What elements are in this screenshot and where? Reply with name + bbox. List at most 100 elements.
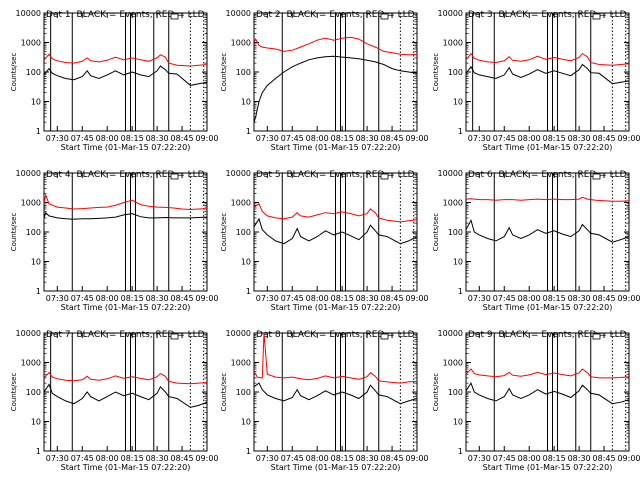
y-tick-label: 1 [36, 287, 41, 296]
y-tick-label: 10 [453, 98, 463, 107]
series-line-red [465, 368, 630, 379]
legend-box [592, 333, 601, 340]
y-tick-label: 10 [453, 418, 463, 427]
x-tick-label: 08:00 [306, 454, 329, 463]
series-line-black [465, 63, 630, 85]
series-line-red [253, 203, 418, 223]
series-line-red [43, 193, 208, 211]
y-tick-label: 10000 [226, 9, 251, 18]
y-tick-label: 100 [236, 388, 251, 397]
x-tick-label: 08:45 [171, 454, 194, 463]
x-tick-label: 08:30 [356, 454, 379, 463]
y-tick-label: 10 [31, 418, 41, 427]
x-tick-label: 08:00 [306, 134, 329, 143]
x-tick-label: 09:00 [195, 134, 218, 143]
y-tick-label: 1 [246, 127, 251, 136]
x-tick-label: 08:00 [306, 294, 329, 303]
y-tick-label: 100 [448, 388, 463, 397]
legend-box [380, 173, 389, 180]
legend-box [170, 333, 179, 340]
series-line-black [253, 382, 418, 405]
x-tick-label: 07:30 [256, 134, 279, 143]
chart-panel: Det 6: BLACK = Events, RED = LLD11010010… [432, 169, 640, 312]
legend-box [170, 13, 179, 20]
x-tick-label: 09:00 [405, 134, 428, 143]
series-line-red [253, 332, 418, 384]
series-line-red [43, 371, 208, 385]
x-tick-label: 07:45 [493, 134, 516, 143]
y-tick-label: 1 [36, 447, 41, 456]
x-tick-label: 07:45 [493, 454, 516, 463]
x-tick-label: 07:30 [46, 134, 69, 143]
y-tick-label: 10000 [438, 169, 463, 178]
x-tick-label: 08:15 [121, 454, 144, 463]
y-tick-label: 1 [458, 127, 463, 136]
y-tick-label: 1 [246, 287, 251, 296]
x-tick-label: 08:45 [593, 294, 616, 303]
x-tick-label: 08:00 [96, 454, 119, 463]
y-tick-label: 10000 [16, 9, 41, 18]
y-axis-label: Counts/sec [10, 373, 18, 412]
x-axis-label: Start Time (01-Mar-15 07:22:20) [483, 303, 613, 312]
x-tick-label: 08:15 [121, 294, 144, 303]
y-axis-label: Counts/sec [220, 373, 228, 412]
y-tick-label: 1000 [21, 39, 41, 48]
y-tick-label: 1000 [443, 359, 463, 368]
chart-panel: Det 9: BLACK = Events, RED = LLD11010010… [432, 329, 640, 472]
x-axis-label: Start Time (01-Mar-15 07:22:20) [483, 143, 613, 152]
series-line-red [465, 196, 630, 202]
x-tick-label: 08:00 [518, 134, 541, 143]
x-tick-label: 07:45 [281, 454, 304, 463]
y-axis-label: Counts/sec [220, 53, 228, 92]
y-tick-label: 1000 [231, 199, 251, 208]
x-axis-label: Start Time (01-Mar-15 07:22:20) [271, 463, 401, 472]
y-tick-label: 10 [241, 418, 251, 427]
chart-panel: Det 5: BLACK = Events, RED = LLD11010010… [220, 169, 429, 312]
x-tick-label: 08:15 [543, 294, 566, 303]
x-tick-label: 09:00 [617, 134, 640, 143]
x-axis-label: Start Time (01-Mar-15 07:22:20) [271, 303, 401, 312]
y-axis-label: Counts/sec [220, 213, 228, 252]
x-tick-label: 07:45 [281, 294, 304, 303]
x-tick-label: 07:45 [281, 134, 304, 143]
x-tick-label: 07:30 [46, 454, 69, 463]
chart-panel: Det 8: BLACK = Events, RED = LLD11010010… [220, 329, 429, 472]
y-tick-label: 10000 [438, 329, 463, 338]
x-tick-label: 09:00 [405, 454, 428, 463]
series-line-black [253, 55, 418, 123]
x-tick-label: 07:30 [256, 454, 279, 463]
y-axis-label: Counts/sec [10, 53, 18, 92]
chart-panel: Det 3: BLACK = Events, RED = LLD11010010… [432, 9, 640, 152]
x-tick-label: 07:30 [46, 294, 69, 303]
x-tick-label: 08:30 [146, 134, 169, 143]
y-tick-label: 10000 [16, 329, 41, 338]
y-tick-label: 10 [31, 98, 41, 107]
legend-box [170, 173, 179, 180]
chart-panel: Det 2: BLACK = Events, RED = LLD11010010… [220, 9, 429, 152]
y-tick-label: 1 [246, 447, 251, 456]
y-tick-label: 10000 [438, 9, 463, 18]
x-tick-label: 08:00 [518, 454, 541, 463]
y-tick-label: 100 [26, 68, 41, 77]
y-tick-label: 10 [241, 98, 251, 107]
x-tick-label: 07:30 [468, 454, 491, 463]
x-axis-label: Start Time (01-Mar-15 07:22:20) [61, 143, 191, 152]
y-tick-label: 1 [458, 447, 463, 456]
x-axis-label: Start Time (01-Mar-15 07:22:20) [61, 463, 191, 472]
chart-panel: Det 4: BLACK = Events, RED = LLD11010010… [10, 169, 219, 312]
y-tick-label: 1000 [443, 199, 463, 208]
x-tick-label: 07:45 [71, 134, 94, 143]
y-tick-label: 100 [448, 228, 463, 237]
x-tick-label: 07:45 [493, 294, 516, 303]
x-tick-label: 08:30 [568, 134, 591, 143]
x-tick-label: 08:15 [331, 454, 354, 463]
y-tick-label: 1 [458, 287, 463, 296]
x-axis-label: Start Time (01-Mar-15 07:22:20) [61, 303, 191, 312]
x-tick-label: 08:45 [381, 294, 404, 303]
y-tick-label: 10 [241, 258, 251, 267]
y-tick-label: 10 [31, 258, 41, 267]
legend-box [380, 13, 389, 20]
x-tick-label: 09:00 [617, 454, 640, 463]
